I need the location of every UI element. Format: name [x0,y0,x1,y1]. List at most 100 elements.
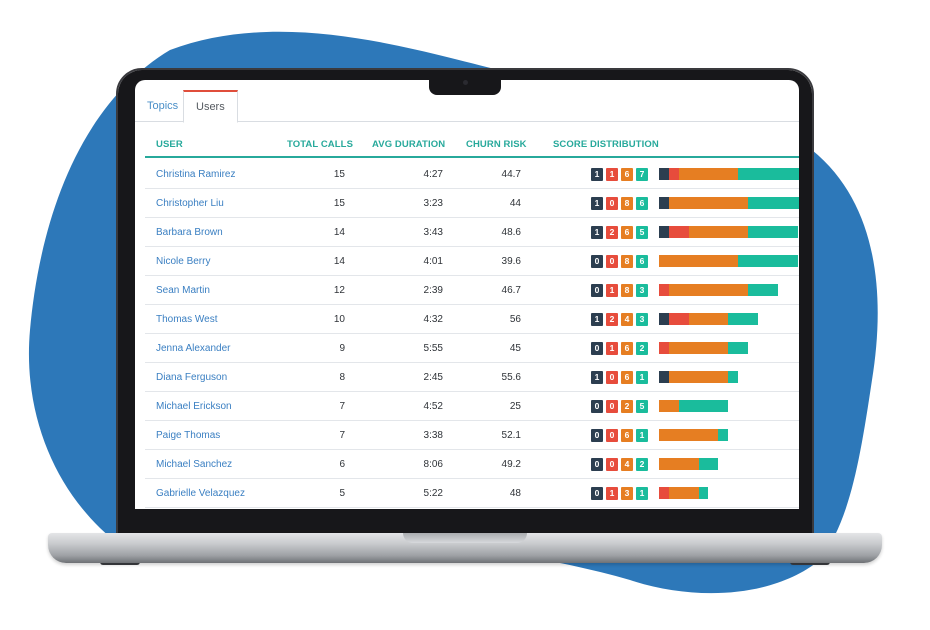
score-segment [748,226,798,238]
score-badge: 0 [606,400,618,413]
score-segment [678,400,729,412]
score-badge: 2 [636,458,648,471]
score-segment [688,226,749,238]
total-calls-value: 7 [339,430,345,441]
score-badge: 0 [606,458,618,471]
user-name-link[interactable]: Jenna Alexander [156,343,231,354]
churn-risk-value: 48 [509,488,521,499]
score-badge: 0 [591,342,603,355]
avg-duration-value: 4:27 [423,169,443,180]
churn-risk-value: 45 [509,343,521,354]
score-distribution-bar [659,487,709,499]
score-badge: 1 [606,284,618,297]
tab-users[interactable]: Users [183,90,238,123]
table-row[interactable]: Nicole Berry 14 4:01 39.6 0 0 8 6 [145,247,799,276]
user-name-link[interactable]: Sean Martin [156,285,210,296]
score-segment [668,197,749,209]
total-calls-value: 14 [333,256,345,267]
score-badge: 4 [621,313,633,326]
tab-topics[interactable]: Topics [147,100,179,112]
table-row[interactable]: Thomas West 10 4:32 56 1 2 4 3 [145,305,799,334]
camera-icon [463,80,468,85]
score-segment [698,487,709,499]
score-badge: 4 [621,458,633,471]
score-segment [668,371,729,383]
user-name-link[interactable]: Nicole Berry [156,256,211,267]
user-name-link[interactable]: Barbara Brown [156,227,223,238]
score-segment [678,168,739,180]
score-distribution-bar [659,284,778,296]
user-name-link[interactable]: Michael Sanchez [156,459,233,470]
score-badge: 6 [636,197,648,210]
user-name-link[interactable]: Diana Ferguson [156,372,228,383]
score-segment [738,168,799,180]
total-calls-value: 9 [339,343,345,354]
score-distribution-bar [659,371,739,383]
score-segment [668,284,749,296]
avg-duration-value: 4:52 [423,401,443,412]
score-distribution-bar [659,429,729,441]
column-header-avg-duration[interactable]: AVG DURATION [372,139,446,150]
score-badge: 8 [621,284,633,297]
total-calls-value: 15 [333,198,345,209]
table-row[interactable]: Jenna Alexander 9 5:55 45 0 1 6 2 [145,334,799,363]
score-badge: 1 [591,168,603,181]
user-name-link[interactable]: Michael Erickson [156,401,232,412]
score-segment [728,313,758,325]
total-calls-value: 8 [339,372,345,383]
score-segment [668,313,689,325]
churn-risk-value: 55.6 [501,372,521,383]
score-badge: 1 [606,342,618,355]
avg-duration-value: 4:01 [423,256,443,267]
table-row[interactable]: Barbara Brown 14 3:43 48.6 1 2 6 5 [145,218,799,247]
score-segment [659,400,679,412]
user-name-link[interactable]: Thomas West [156,314,218,325]
score-distribution-bar [659,255,798,267]
score-distribution-bar [659,313,758,325]
score-segment [698,458,719,470]
churn-risk-value: 56 [509,314,521,325]
user-name-link[interactable]: Paige Thomas [156,430,221,441]
score-badge: 6 [621,429,633,442]
user-name-link[interactable]: Christina Ramirez [156,169,236,180]
score-segment [738,255,798,267]
score-distribution-bar [659,197,799,209]
avg-duration-value: 3:43 [423,227,443,238]
table-row[interactable]: Paige Thomas 7 3:38 52.1 0 0 6 1 [145,421,799,450]
total-calls-value: 10 [333,314,345,325]
table-row[interactable]: Michael Sanchez 6 8:06 49.2 0 0 4 2 [145,450,799,479]
column-header-churn-risk[interactable]: CHURN RISK [466,139,527,150]
user-name-link[interactable]: Gabrielle Velazquez [156,488,245,499]
user-name-link[interactable]: Christopher Liu [156,198,224,209]
table-row[interactable]: Sean Martin 12 2:39 46.7 0 1 8 3 [145,276,799,305]
score-badge: 6 [621,226,633,239]
score-badge: 6 [621,371,633,384]
score-badge: 0 [606,371,618,384]
score-segment [668,487,699,499]
column-header-user[interactable]: USER [156,139,183,150]
score-badge: 7 [636,168,648,181]
score-badge: 0 [591,255,603,268]
total-calls-value: 14 [333,227,345,238]
avg-duration-value: 4:32 [423,314,443,325]
table-row[interactable]: Michael Erickson 7 4:52 25 0 0 2 5 [145,392,799,421]
table-row[interactable]: Gabrielle Velazquez 5 5:22 48 0 1 3 1 [145,479,799,508]
score-segment [659,226,669,238]
column-header-score-distribution[interactable]: SCORE DISTRIBUTION [553,139,659,150]
score-badge: 1 [591,197,603,210]
column-header-total-calls[interactable]: TOTAL CALLS [287,139,354,150]
score-badge: 1 [591,371,603,384]
score-badge: 1 [591,226,603,239]
table-row[interactable]: Diana Ferguson 8 2:45 55.6 1 0 6 1 [145,363,799,392]
table-row[interactable]: Christopher Liu 15 3:23 44 1 0 8 6 [145,189,799,218]
table-row[interactable]: Christina Ramirez 15 4:27 44.7 1 1 6 7 [145,160,799,189]
score-badge: 8 [621,255,633,268]
score-segment [668,168,679,180]
laptop-foot-right [790,562,830,565]
